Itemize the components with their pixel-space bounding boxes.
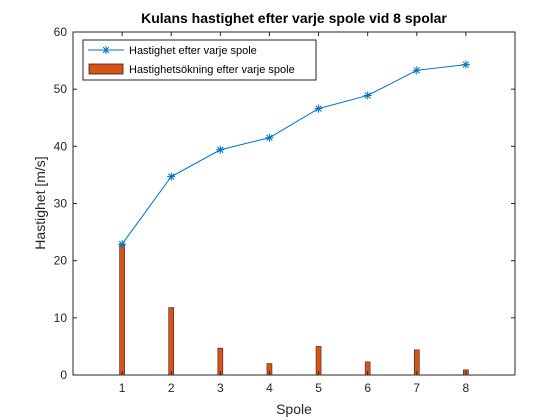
y-tick-label: 50 <box>54 82 68 96</box>
data-point <box>118 240 127 249</box>
y-tick-label: 0 <box>60 368 67 382</box>
x-tick-label: 4 <box>266 381 273 395</box>
series-line <box>121 64 466 245</box>
data-point <box>167 172 176 181</box>
data-point <box>363 91 372 100</box>
y-tick-label: 60 <box>54 25 68 39</box>
y-tick-label: 10 <box>54 311 68 325</box>
y-tick-label: 30 <box>54 197 68 211</box>
legend-entry-speed: Hastighet efter varje spole <box>129 45 257 57</box>
data-point <box>461 60 470 69</box>
legend-asterisk-marker <box>102 46 110 54</box>
x-tick-label: 1 <box>119 381 126 395</box>
legend-bar-swatch <box>88 63 124 75</box>
data-point <box>265 133 274 142</box>
y-axis-label: Hastighet [m/s] <box>32 156 48 249</box>
x-tick-label: 7 <box>413 381 420 395</box>
x-tick-label: 8 <box>463 381 470 395</box>
legend-entry-increase: Hastighetsökning efter varje spole <box>129 64 295 76</box>
x-tick-label: 3 <box>217 381 224 395</box>
data-point <box>314 104 323 113</box>
y-tick-label: 20 <box>54 254 68 268</box>
x-tick-label: 5 <box>315 381 322 395</box>
x-tick-label: 2 <box>168 381 175 395</box>
y-tick-label: 40 <box>54 139 68 153</box>
legend: Hastighet efter varje spole Hastighetsök… <box>82 39 317 81</box>
data-point <box>412 66 421 75</box>
bar <box>217 347 224 376</box>
x-tick-label: 6 <box>364 381 371 395</box>
bar-series <box>119 243 469 376</box>
x-axis-label: Spole <box>276 401 312 417</box>
axes: 1 2 3 4 5 6 7 8 0 10 20 30 40 50 60 <box>54 25 515 395</box>
plot-area <box>72 31 516 376</box>
data-point <box>216 145 225 154</box>
bar <box>119 243 125 376</box>
bar <box>315 346 322 376</box>
legend-marker-star <box>102 46 110 54</box>
bar <box>168 307 175 376</box>
chart-title: Kulans hastighet efter varje spole vid 8… <box>141 10 447 26</box>
line-series <box>118 60 470 249</box>
